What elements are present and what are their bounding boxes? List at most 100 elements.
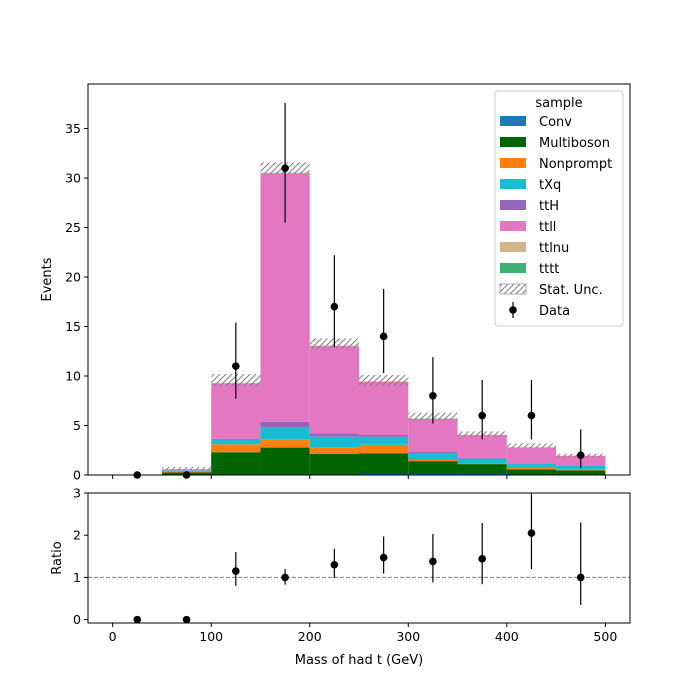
- main-axes: 0 5 10 15 20 25 30 35: [65, 83, 631, 483]
- legend-label-conv: Conv: [539, 115, 572, 130]
- bar-tth-bin-7: [457, 457, 507, 459]
- bar-txq-bin-2: [211, 439, 261, 445]
- bar-ttll-bin-8: [506, 447, 557, 464]
- bar-nonprompt-bin-3: [260, 439, 310, 448]
- bar-nonprompt-bin-2: [211, 444, 261, 453]
- data-point-6: [429, 392, 437, 400]
- bar-tth-bin-2: [211, 438, 261, 440]
- legend-swatch-ttll: [500, 221, 526, 231]
- legend-swatch-nonprompt: [500, 158, 526, 168]
- main-plot-panel: 0 5 10 15 20 25 30 35 Events: [40, 83, 631, 483]
- legend-label-data: Data: [539, 304, 570, 319]
- ratio-point-6: [429, 557, 437, 566]
- legend-data-marker: [509, 306, 517, 314]
- main-y-tick-label-0: 0: [73, 468, 81, 483]
- legend-frame: [494, 90, 624, 327]
- bar-multiboson-bin-5: [359, 453, 409, 475]
- legend-swatch-conv: [500, 116, 526, 126]
- legend-items: Conv Multiboson Nonprompt tXq ttH ttll ttlnu tt…: [499, 115, 612, 319]
- ratio-point-4: [330, 560, 339, 569]
- ratio-y-tick-label-2: 2: [73, 528, 81, 543]
- legend-label-ttlnu: ttlnu: [539, 241, 569, 256]
- legend-swatch-stat-unc: [499, 283, 527, 295]
- bar-tth-bin-4: [309, 433, 359, 437]
- bar-multiboson-bin-7: [457, 464, 507, 475]
- stat-unc-band-bin-8: [506, 443, 557, 449]
- legend-swatch-txq: [500, 179, 526, 189]
- bar-nonprompt-bin-6: [408, 459, 458, 462]
- main-plot-frame: [87, 83, 631, 476]
- legend-label-ttll: ttll: [539, 220, 556, 235]
- ratio-y-tick-label-1: 1: [73, 570, 81, 585]
- legend-label-txq: tXq: [539, 178, 561, 193]
- bar-txq-bin-6: [408, 453, 458, 460]
- main-y-tick-label-30: 30: [65, 171, 81, 186]
- stat-unc-band-bin-5: [359, 375, 409, 386]
- bar-nonprompt-bin-5: [359, 444, 409, 454]
- legend-label-tth: ttH: [539, 199, 559, 214]
- ratio-point-2: [232, 567, 240, 575]
- bar-txq-bin-8: [506, 463, 557, 468]
- data-point-8: [527, 411, 536, 420]
- main-y-tick-label-5: 5: [73, 418, 81, 433]
- stacked-bars: [161, 172, 606, 475]
- bar-ttll-bin-6: [408, 418, 458, 453]
- stat-unc-band-bin-1: [161, 467, 212, 470]
- ratio-y-tick-label-0: 0: [73, 612, 81, 627]
- ratio-plot-panel: 0 1 2 3 0 100 200 300 400 500 Ratio Mass of had t…: [50, 486, 631, 668]
- ratio-plot-frame: [87, 492, 631, 624]
- bar-tth-bin-6: [408, 452, 458, 454]
- ratio-point-5: [379, 553, 388, 562]
- main-y-tick-label-15: 15: [65, 319, 81, 334]
- legend-swatch-tth: [500, 200, 526, 210]
- bar-txq-bin-5: [359, 436, 409, 445]
- main-y-tick-label-10: 10: [65, 369, 81, 384]
- data-point-4: [330, 302, 339, 311]
- x-axis-label: Mass of had t (GeV): [295, 653, 423, 668]
- bar-txq-bin-3: [260, 427, 310, 440]
- ratio-point-7: [478, 555, 486, 563]
- bar-tth-bin-3: [260, 421, 310, 428]
- ratio-point-3: [281, 573, 289, 582]
- bar-txq-bin-7: [457, 458, 507, 464]
- legend-swatch-ttlnu: [500, 242, 526, 252]
- legend-title: sample: [535, 96, 582, 111]
- data-point-2: [232, 362, 240, 370]
- x-tick-label-200: 200: [298, 629, 322, 644]
- bar-multiboson-bin-3: [260, 447, 310, 475]
- main-y-axis-label: Events: [40, 257, 55, 301]
- ratio-y-axis-label: Ratio: [50, 541, 65, 574]
- x-tick-label-0: 0: [109, 629, 117, 644]
- bar-ttll-bin-5: [359, 381, 409, 435]
- bar-txq-bin-4: [309, 436, 359, 448]
- ratio-points: [88, 493, 630, 624]
- bar-multiboson-bin-9: [556, 470, 606, 475]
- legend-label-nonprompt: Nonprompt: [539, 157, 612, 172]
- bar-multiboson-bin-4: [309, 454, 359, 475]
- data-point-3: [281, 164, 289, 172]
- ratio-point-0: [133, 615, 142, 624]
- data-point-5: [379, 332, 388, 341]
- x-tick-label-400: 400: [495, 629, 519, 644]
- x-tick-label-500: 500: [593, 629, 617, 644]
- bar-ttll-bin-1: [161, 469, 212, 471]
- x-tick-label-300: 300: [396, 629, 420, 644]
- ratio-axes: 0 1 2 3 0 100 200 300 400 500: [73, 486, 631, 644]
- main-y-tick-label-35: 35: [65, 121, 81, 136]
- bar-tth-bin-5: [359, 434, 409, 437]
- legend-label-multiboson: Multiboson: [539, 136, 610, 151]
- ratio-y-tick-label-3: 3: [73, 486, 81, 501]
- bar-multiboson-bin-6: [408, 461, 458, 475]
- bar-nonprompt-bin-8: [506, 467, 557, 470]
- main-y-tick-label-25: 25: [65, 220, 81, 235]
- ratio-point-8: [527, 529, 536, 537]
- main-y-tick-label-20: 20: [65, 270, 81, 285]
- legend-label-tttt: tttt: [539, 262, 559, 277]
- ratio-point-9: [576, 573, 585, 582]
- x-tick-label-100: 100: [199, 629, 223, 644]
- bar-ttll-bin-7: [457, 435, 507, 458]
- bar-multiboson-bin-8: [506, 469, 557, 475]
- data-point-9: [576, 451, 585, 460]
- ratio-point-1: [182, 615, 191, 624]
